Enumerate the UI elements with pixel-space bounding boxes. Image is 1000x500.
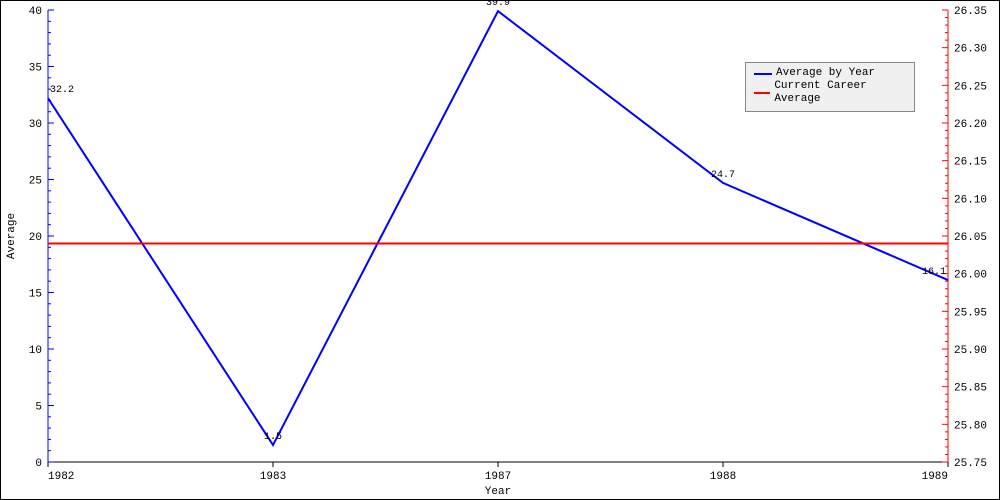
y-left-tick-label: 35 xyxy=(29,63,42,75)
x-tick-label: 1987 xyxy=(485,471,511,483)
y-right-tick-label: 25.80 xyxy=(954,420,987,432)
y-right-tick-label: 25.90 xyxy=(954,345,987,357)
legend-item: Current Career Average xyxy=(754,80,906,106)
data-point-label: 24.7 xyxy=(711,170,735,181)
data-point-label: 1.5 xyxy=(264,432,282,443)
y-right-tick-label: 26.35 xyxy=(954,6,987,18)
y-right-tick-label: 26.15 xyxy=(954,157,987,169)
y-right-tick-label: 26.05 xyxy=(954,232,987,244)
data-point-label: 32.2 xyxy=(50,85,74,96)
y-right-tick-label: 26.30 xyxy=(954,44,987,56)
legend-label: Average by Year xyxy=(776,67,875,80)
x-tick-label: 1989 xyxy=(922,471,948,483)
x-tick-label: 1983 xyxy=(260,471,286,483)
y-left-tick-label: 30 xyxy=(29,119,42,131)
x-tick-label: 1988 xyxy=(710,471,736,483)
legend-swatch xyxy=(754,92,770,94)
y-right-tick-label: 25.85 xyxy=(954,383,987,395)
y-right-tick-label: 26.25 xyxy=(954,81,987,93)
x-axis-label: Year xyxy=(485,486,511,498)
y-right-tick-label: 25.75 xyxy=(954,458,987,470)
data-point-label: 16.1 xyxy=(922,267,946,278)
y-left-tick-label: 5 xyxy=(35,402,42,414)
x-tick-label: 1982 xyxy=(48,471,74,483)
y-right-tick-label: 25.95 xyxy=(954,307,987,319)
y-left-tick-label: 20 xyxy=(29,232,42,244)
y-axis-label: Average xyxy=(6,213,18,259)
legend: Average by YearCurrent Career Average xyxy=(745,62,915,112)
y-left-tick-label: 15 xyxy=(29,289,42,301)
chart-container: 0 5 10 15 20 25 30 35 40 25.75 25.80 25.85 25.90 25.9… xyxy=(0,0,1000,500)
y-left-tick-label: 25 xyxy=(29,176,42,188)
y-right-tick-label: 26.10 xyxy=(954,194,987,206)
legend-swatch xyxy=(754,73,772,75)
legend-item: Average by Year xyxy=(754,67,906,80)
y-left-tick-label: 40 xyxy=(29,6,42,18)
y-right-tick-label: 26.00 xyxy=(954,270,987,282)
y-left-tick-label: 0 xyxy=(35,458,42,470)
y-right-tick-label: 26.20 xyxy=(954,119,987,131)
data-point-label: 39.9 xyxy=(486,0,510,9)
legend-label: Current Career Average xyxy=(774,80,906,106)
y-left-tick-label: 10 xyxy=(29,345,42,357)
